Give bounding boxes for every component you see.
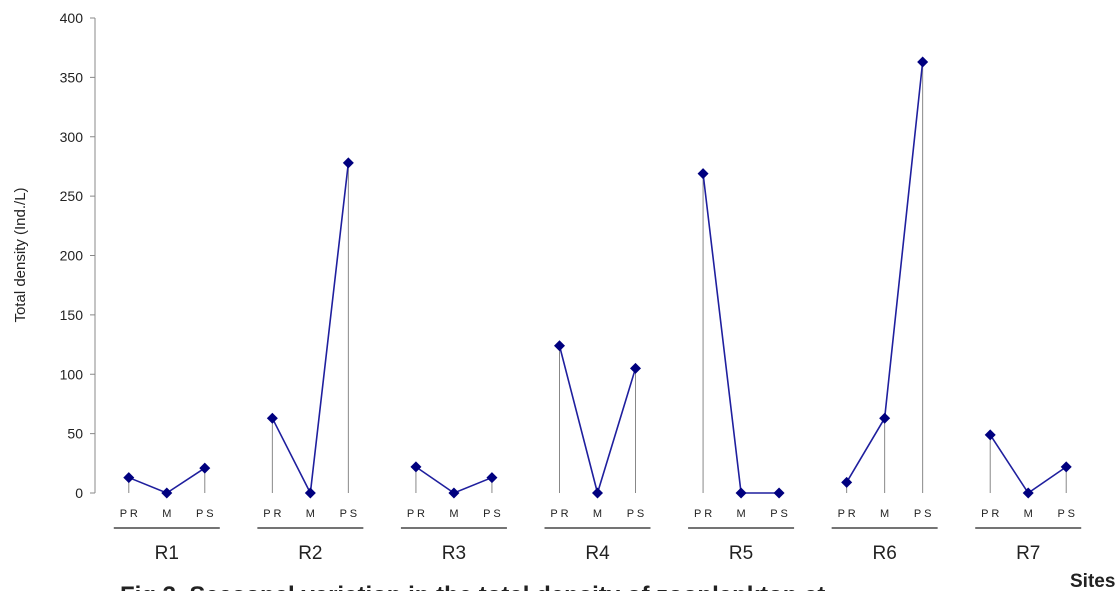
marker-r7-ps <box>1060 461 1072 473</box>
y-tick-label: 50 <box>67 426 83 442</box>
site-label-r4-ps: P S <box>627 508 645 520</box>
marker-r4-m <box>592 487 603 499</box>
site-label-r1-ps: P S <box>196 508 214 520</box>
y-tick-label: 100 <box>60 366 84 382</box>
site-label-r7-m: M <box>1024 508 1033 520</box>
marker-r5-pr <box>697 168 709 180</box>
marker-r4-ps <box>630 362 641 374</box>
site-label-r2-ps: P S <box>340 508 358 520</box>
y-tick-label: 350 <box>60 69 84 85</box>
site-label-r4-m: M <box>593 508 602 520</box>
marker-r6-ps <box>917 56 929 68</box>
group-label-r4: R4 <box>585 543 610 564</box>
site-label-r4-pr: P R <box>550 508 568 520</box>
marker-r3-pr <box>410 461 422 473</box>
site-label-r2-pr: P R <box>263 508 281 520</box>
marker-r6-m <box>879 412 891 424</box>
y-tick-label: 300 <box>60 129 84 145</box>
site-label-r2-m: M <box>306 508 315 520</box>
group-label-r3: R3 <box>442 543 466 564</box>
marker-r4-pr <box>554 340 565 352</box>
markers <box>123 56 1072 499</box>
marker-r1-ps <box>199 462 211 474</box>
site-label-r6-pr: P R <box>838 508 856 520</box>
site-label-r3-pr: P R <box>407 508 425 520</box>
site-label-r7-pr: P R <box>981 508 999 520</box>
marker-r2-pr <box>266 412 278 424</box>
site-label-r5-m: M <box>736 508 745 520</box>
site-label-r5-pr: P R <box>694 508 712 520</box>
group-label-r7: R7 <box>1016 543 1040 564</box>
marker-r1-m <box>161 487 173 499</box>
site-label-r7-ps: P S <box>1057 508 1075 520</box>
site-label-r6-ps: P S <box>914 508 932 520</box>
drop-lines <box>128 61 1067 493</box>
site-label-r6-m: M <box>880 508 889 520</box>
series-lines <box>128 61 1067 496</box>
marker-r5-ps <box>773 487 785 499</box>
site-label-r3-ps: P S <box>483 508 501 520</box>
marker-r3-ps <box>486 472 498 484</box>
marker-r7-m <box>1022 487 1034 499</box>
y-axis: 0 50 100 150 200 250 300 350 400 <box>60 10 96 501</box>
y-tick-label: 400 <box>60 10 84 26</box>
site-label-r5-ps: P S <box>770 508 788 520</box>
x-labels: P R M P S R1 P R M P S R2 P R M P S R3 P R M P S R4 P R M… <box>113 508 1082 564</box>
group-label-r5: R5 <box>729 543 753 564</box>
series-line-r5 <box>702 173 780 494</box>
marker-r7-pr <box>984 429 996 441</box>
site-label-r1-pr: P R <box>120 508 138 520</box>
y-axis-title: Total density (Ind./L) <box>12 187 29 322</box>
y-tick-label: 200 <box>60 248 84 264</box>
marker-r1-pr <box>123 472 135 484</box>
y-tick-label: 150 <box>60 307 84 323</box>
group-label-r1: R1 <box>155 543 179 564</box>
series-line-r4 <box>558 345 637 496</box>
figure-caption: Fig.3. Seasonal variation in the total d… <box>120 582 825 591</box>
marker-r2-m <box>304 487 316 499</box>
site-label-r1-m: M <box>162 508 171 520</box>
group-label-r2: R2 <box>298 543 322 564</box>
x-axis-title: Sites <box>1070 571 1115 591</box>
marker-r3-m <box>448 487 460 499</box>
group-label-r6: R6 <box>872 543 896 564</box>
series-line-r2 <box>271 162 350 496</box>
series-line-r7 <box>989 434 1067 495</box>
site-label-r3-m: M <box>449 508 458 520</box>
y-tick-label: 0 <box>75 485 83 501</box>
marker-r2-ps <box>342 157 354 169</box>
marker-r6-pr <box>841 476 853 488</box>
marker-r5-m <box>735 487 747 499</box>
y-tick-label: 250 <box>60 188 84 204</box>
